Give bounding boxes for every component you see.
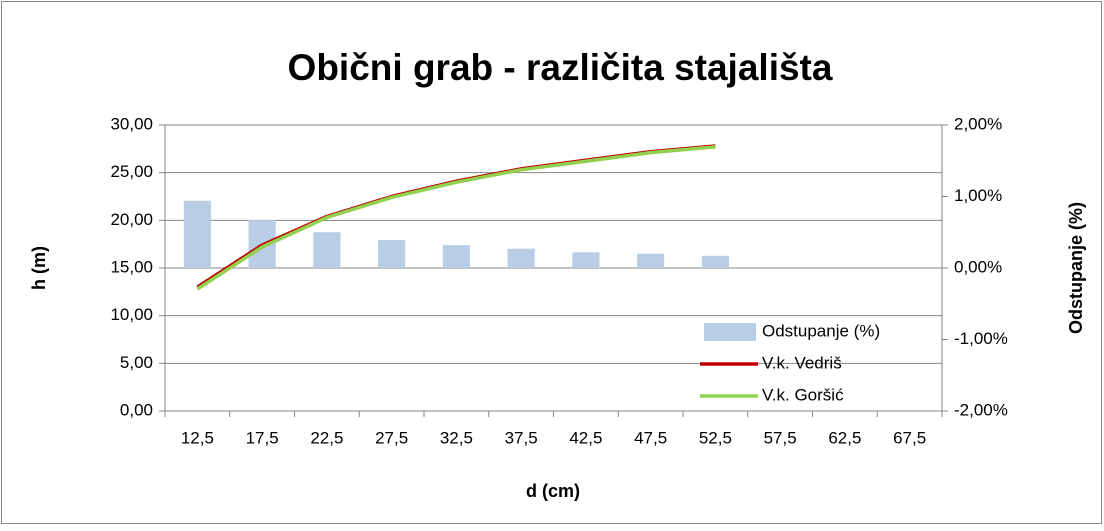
x-tick-label: 32,5	[440, 428, 473, 447]
x-tick-label: 67,5	[893, 428, 926, 447]
legend-label: V.k. Vedriš	[762, 353, 842, 372]
bar	[183, 200, 211, 268]
y-tick-label: 0,00	[120, 400, 153, 419]
y-tick-label: 20,00	[110, 210, 153, 229]
y2-axis-label: Odstupanje (%)	[1066, 202, 1086, 334]
x-tick-label: 47,5	[634, 428, 667, 447]
x-tick-label: 42,5	[569, 428, 602, 447]
bar	[442, 245, 470, 268]
y-tick-label: 10,00	[110, 305, 153, 324]
legend-label: V.k. Goršić	[762, 385, 844, 404]
x-tick-label: 27,5	[375, 428, 408, 447]
x-tick-label: 12,5	[181, 428, 214, 447]
x-axis-label: d (cm)	[526, 481, 580, 501]
bar	[637, 253, 665, 268]
y-tick-label: 5,00	[120, 353, 153, 372]
bar	[572, 252, 600, 268]
y2-tick-label: 1,00%	[954, 186, 1002, 205]
bar	[378, 240, 406, 268]
y2-tick-label: 2,00%	[954, 114, 1002, 133]
line	[196, 145, 716, 291]
y-tick-label: 15,00	[110, 257, 153, 276]
bar	[507, 248, 535, 268]
x-tick-label: 52,5	[699, 428, 732, 447]
x-tick-label: 22,5	[310, 428, 343, 447]
y2-tick-label: 0,00%	[954, 257, 1002, 276]
chart-title: Obični grab - različita stajališta	[288, 47, 833, 88]
y-axis-label: h (m)	[29, 246, 49, 290]
x-tick-label: 17,5	[246, 428, 279, 447]
legend-swatch	[704, 323, 756, 341]
x-tick-label: 62,5	[828, 428, 861, 447]
x-tick-label: 37,5	[505, 428, 538, 447]
bar	[701, 255, 729, 268]
y2-tick-label: -2,00%	[954, 400, 1008, 419]
legend-label: Odstupanje (%)	[762, 321, 880, 340]
y2-tick-label: -1,00%	[954, 329, 1008, 348]
x-tick-label: 57,5	[764, 428, 797, 447]
y-tick-label: 30,00	[110, 114, 153, 133]
y-tick-label: 25,00	[110, 162, 153, 181]
bar	[313, 232, 341, 268]
